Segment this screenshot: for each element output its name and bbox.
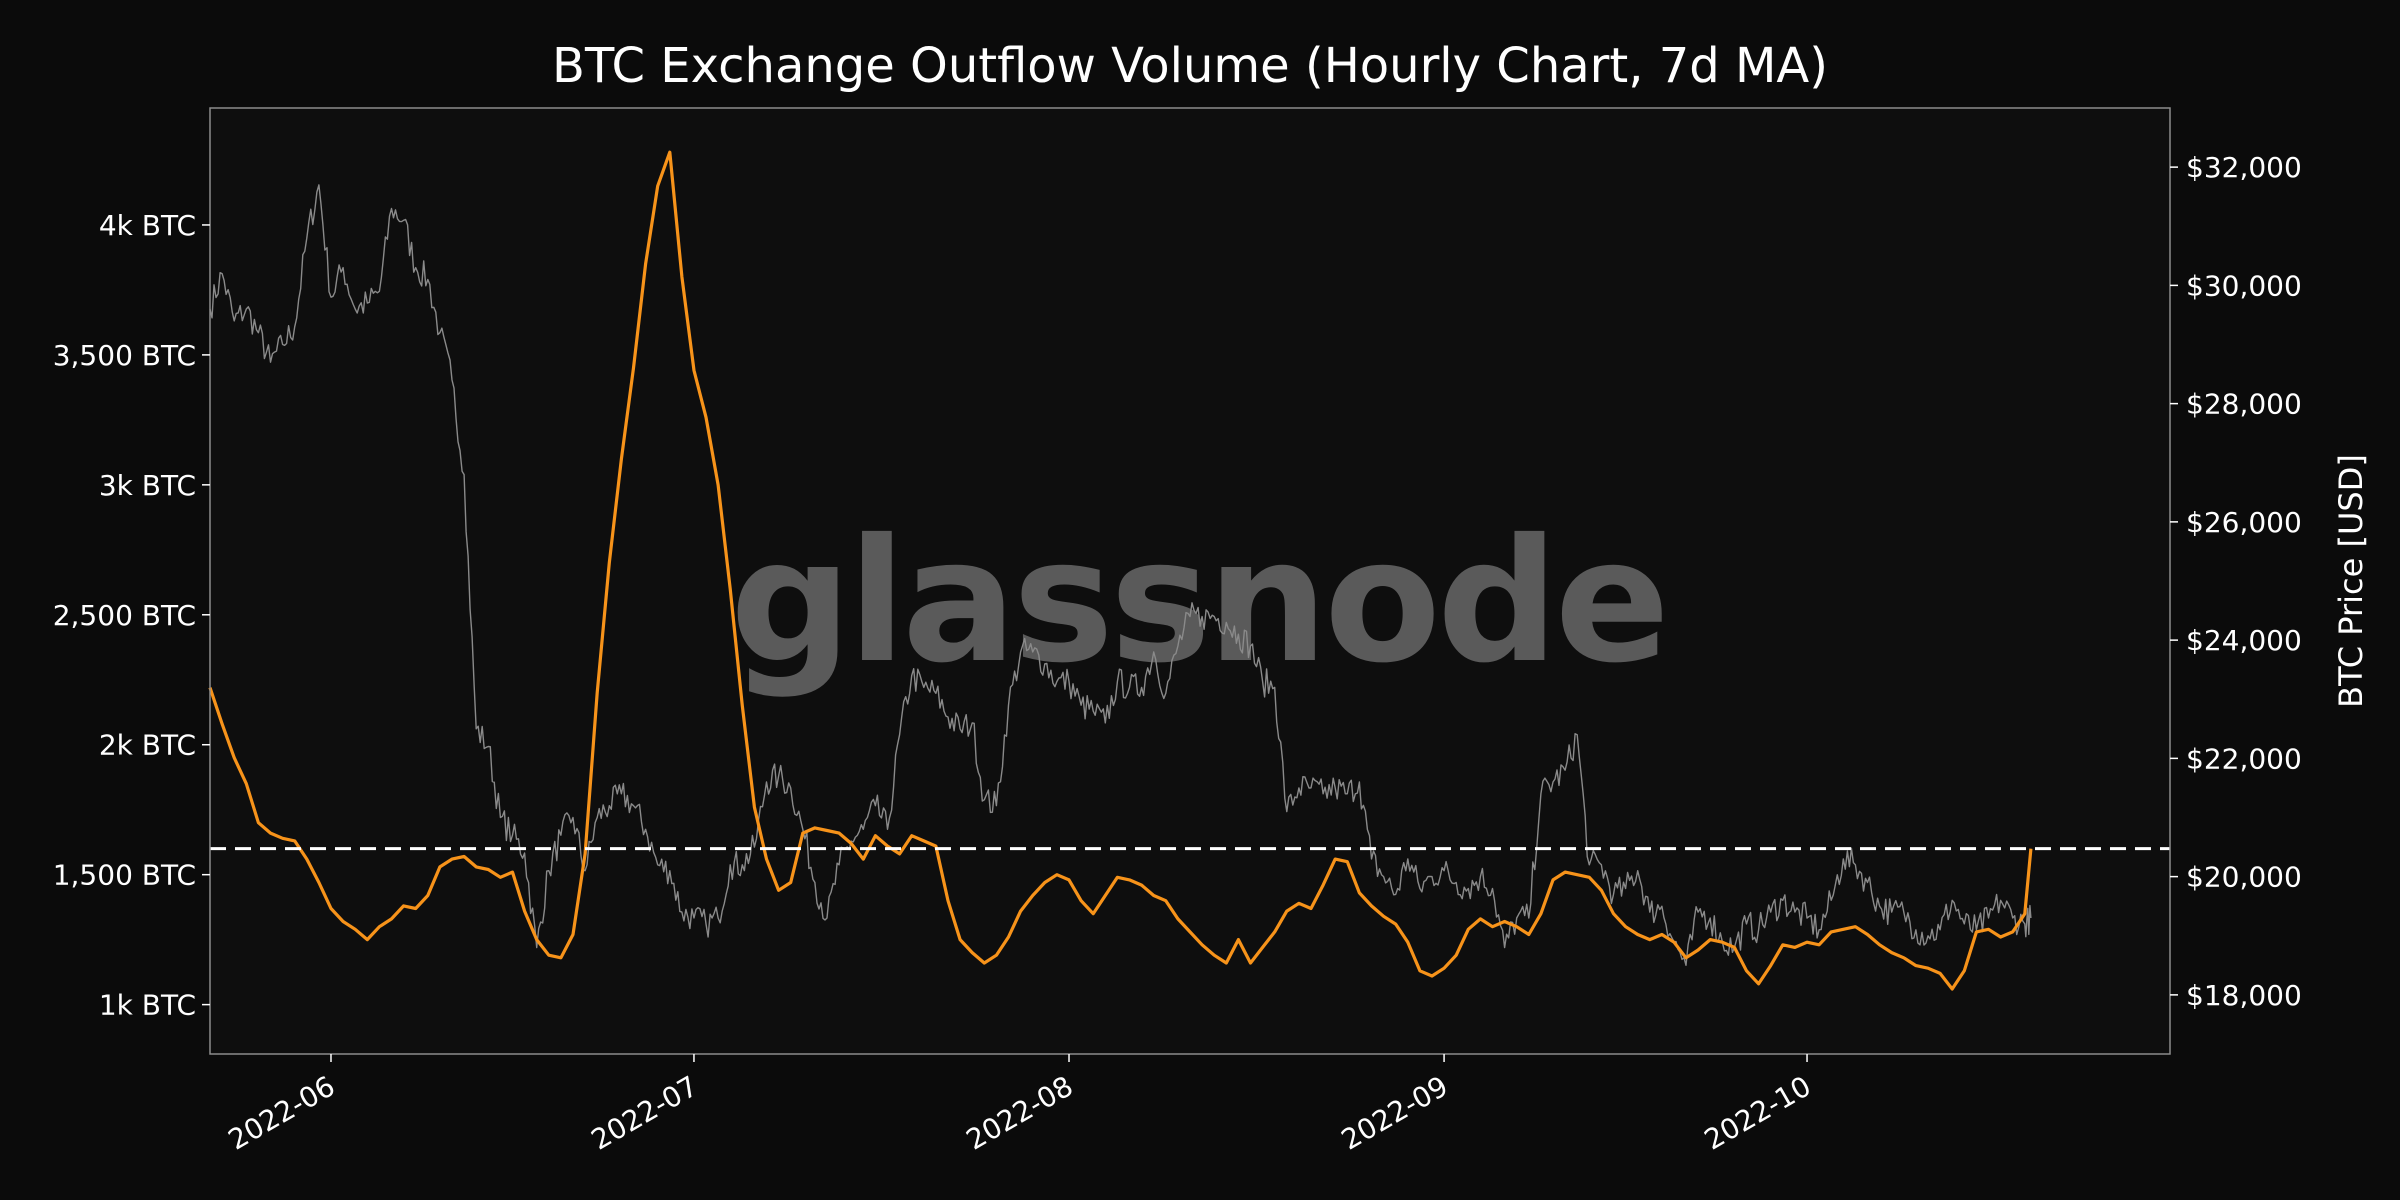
right-tick-label: $22,000 — [2186, 742, 2302, 775]
x-tick-label: 2022-08 — [961, 1069, 1079, 1156]
plot-area — [210, 108, 2170, 1054]
btc-price-line — [209, 184, 2032, 966]
right-tick-label: $30,000 — [2186, 269, 2302, 302]
plot-frame — [209, 107, 2171, 1055]
right-tick-label: $20,000 — [2186, 861, 2302, 894]
left-axis: 1k BTC 1,500 BTC 2k BTC 2,500 BTC 3k BTC 3,50… — [53, 209, 210, 1022]
left-tick-label: 2,500 BTC — [53, 599, 196, 632]
left-tick-label: 3k BTC — [99, 469, 196, 502]
left-tick-label: 1,500 BTC — [53, 859, 196, 892]
left-tick-label: 3,500 BTC — [53, 339, 196, 372]
x-tick-label: 2022-09 — [1336, 1069, 1454, 1156]
right-tick-label: $18,000 — [2186, 979, 2302, 1012]
right-tick-label: $32,000 — [2186, 151, 2302, 184]
chart-title: BTC Exchange Outflow Volume (Hourly Char… — [552, 38, 1828, 94]
right-axis: $18,000 $20,000 $22,000 $24,000 $26,000 $28,0… — [2170, 151, 2302, 1012]
x-tick-label: 2022-06 — [223, 1069, 341, 1156]
left-tick-label: 1k BTC — [99, 989, 196, 1022]
price-series-layer — [209, 184, 2032, 966]
right-tick-label: $26,000 — [2186, 506, 2302, 539]
outflow-volume-line — [208, 150, 2033, 991]
glassnode-watermark: glassnode — [730, 503, 1666, 701]
outflow-series-layer — [208, 150, 2033, 991]
left-tick-label: 4k BTC — [99, 209, 196, 242]
left-tick-label: 2k BTC — [99, 729, 196, 762]
right-axis-label: BTC Price [USD] — [2332, 454, 2370, 708]
x-tick-label: 2022-07 — [586, 1069, 704, 1156]
right-tick-label: $28,000 — [2186, 388, 2302, 421]
x-axis: 2022-06 2022-07 2022-08 2022-09 2022-10 — [223, 1054, 1817, 1157]
right-tick-label: $24,000 — [2186, 624, 2302, 657]
x-tick-label: 2022-10 — [1699, 1069, 1817, 1156]
